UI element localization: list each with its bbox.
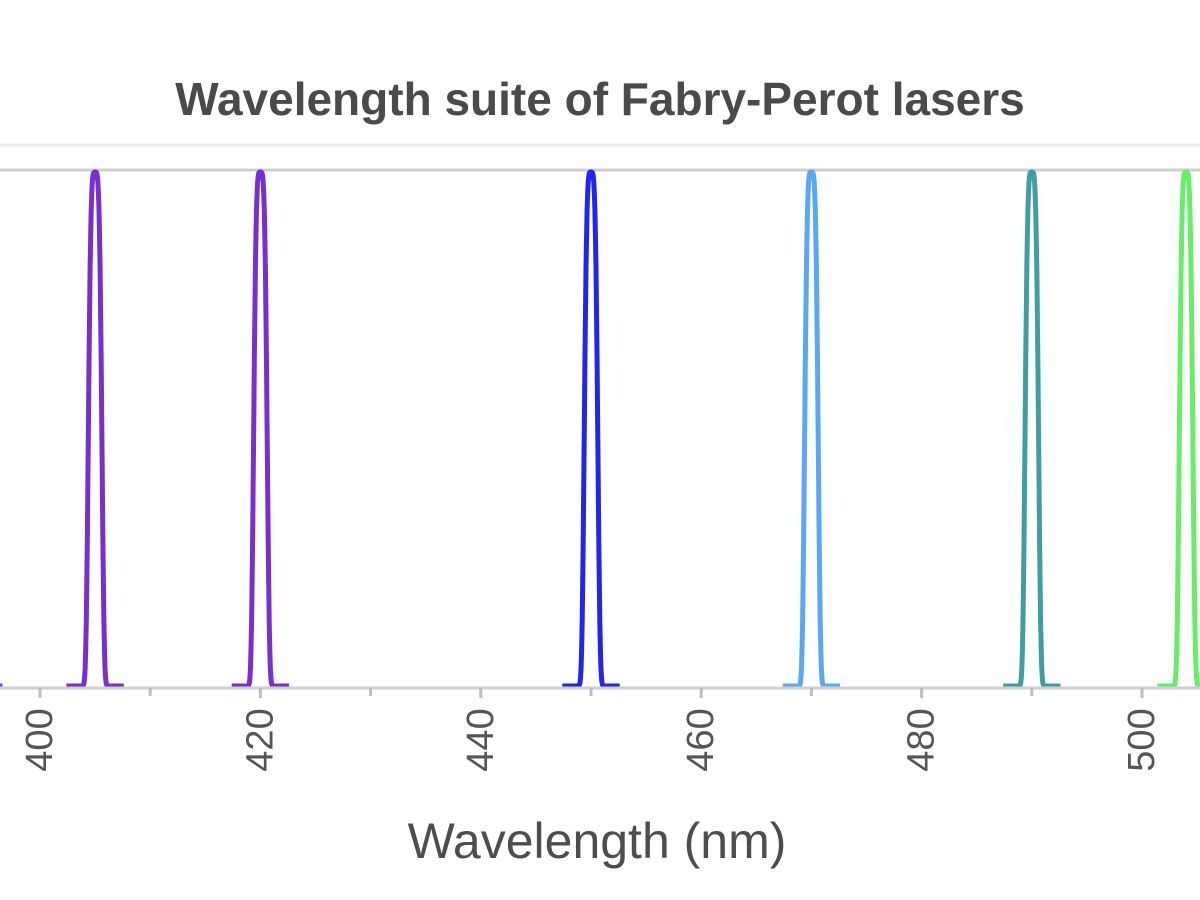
peak-line-470 bbox=[780, 169, 842, 689]
peak-line-405 bbox=[64, 169, 126, 689]
peak-line-490 bbox=[1001, 169, 1063, 689]
x-tick-label-500: 500 bbox=[1121, 708, 1163, 771]
x-axis-title: Wavelength (nm) bbox=[408, 813, 787, 869]
x-tick-label-460: 460 bbox=[680, 708, 722, 771]
peak-line-420 bbox=[229, 169, 291, 689]
peak-line-450 bbox=[560, 169, 622, 689]
x-axis-ticks: 400 420 440 460 480 500 bbox=[19, 688, 1163, 772]
peak-line-504 bbox=[1155, 169, 1200, 689]
x-tick-label-420: 420 bbox=[239, 708, 281, 771]
peaks-group bbox=[0, 169, 1200, 689]
chart-title: Wavelength suite of Fabry-Perot lasers bbox=[175, 73, 1025, 125]
x-tick-label-440: 440 bbox=[460, 708, 502, 771]
x-tick-label-400: 400 bbox=[19, 708, 61, 771]
x-tick-label-480: 480 bbox=[901, 708, 943, 771]
peak-line-394 bbox=[0, 683, 5, 689]
